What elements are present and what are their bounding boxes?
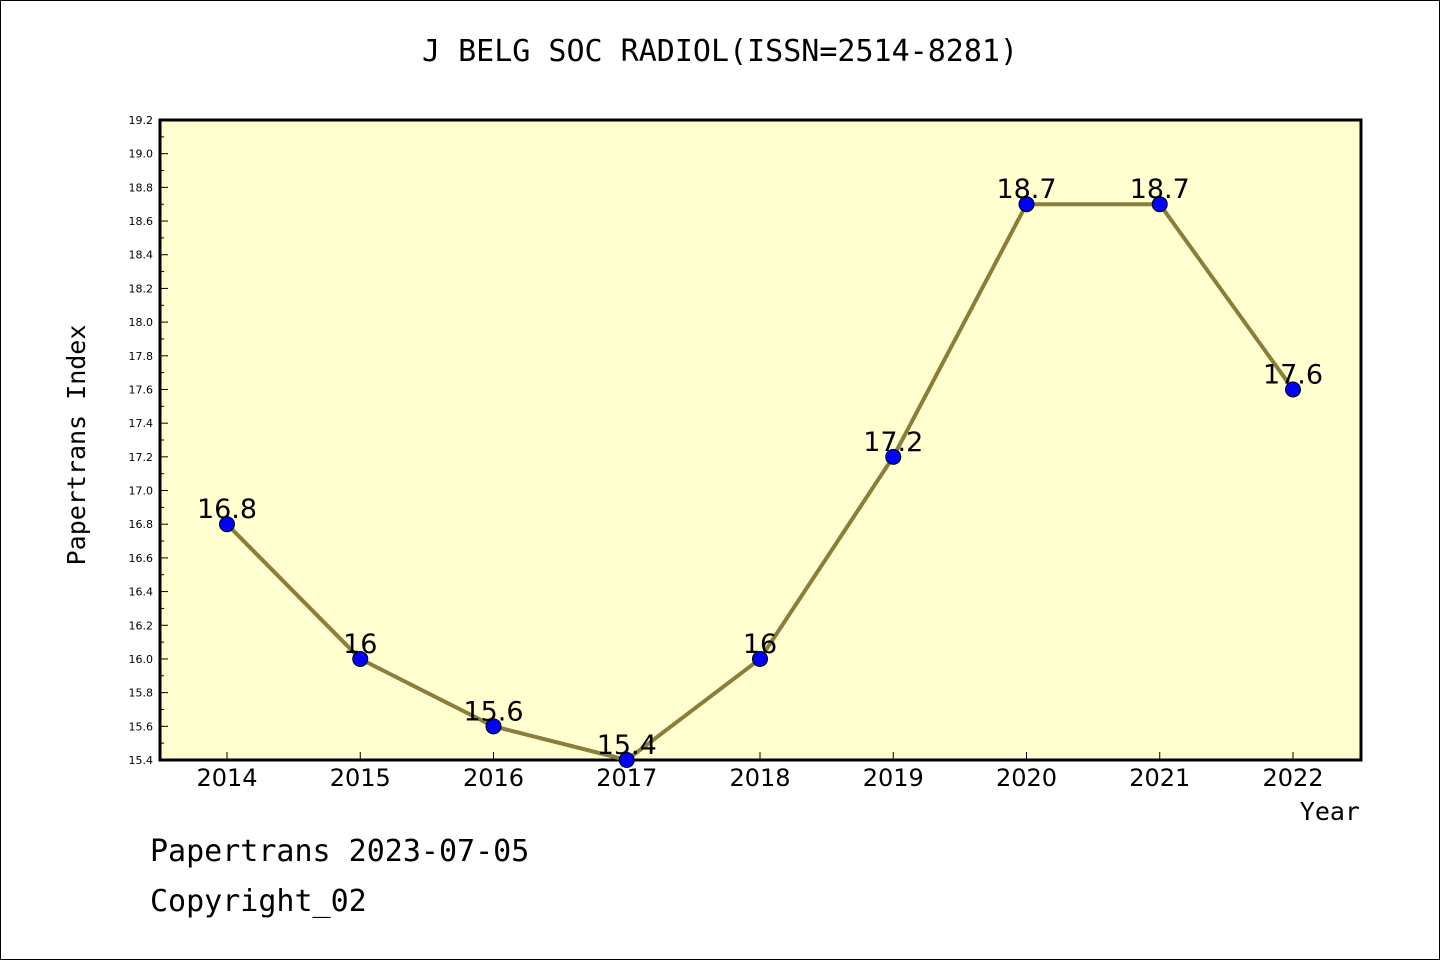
data-label: 18.7 xyxy=(1130,174,1190,205)
x-tick-label: 2018 xyxy=(729,764,790,792)
y-tick-label: 19.0 xyxy=(129,148,154,161)
data-label: 15.4 xyxy=(597,730,657,761)
y-tick-label: 16.2 xyxy=(129,619,154,632)
y-tick-label: 17.2 xyxy=(129,451,154,464)
data-label: 15.6 xyxy=(463,696,523,727)
y-axis-label: Papertrans Index xyxy=(62,325,91,566)
data-label: 16 xyxy=(343,629,377,660)
x-axis-label: Year xyxy=(1300,797,1360,826)
y-tick-label: 16.6 xyxy=(129,552,154,565)
y-tick-label: 17.6 xyxy=(129,383,154,396)
data-point xyxy=(885,448,902,465)
y-tick-label: 18.0 xyxy=(129,316,154,329)
footer-copyright: Copyright_02 xyxy=(150,884,367,919)
data-label: 18.7 xyxy=(996,174,1056,205)
footer-date: Papertrans 2023-07-05 xyxy=(150,834,530,869)
y-tick-label: 16.8 xyxy=(129,518,154,531)
y-tick-label: 17.8 xyxy=(129,350,154,363)
data-point xyxy=(1151,196,1168,213)
data-point xyxy=(219,516,235,533)
y-tick-label: 15.4 xyxy=(129,754,154,767)
x-tick-label: 2019 xyxy=(863,764,924,792)
y-tick-label: 16.0 xyxy=(129,653,154,666)
y-tick-label: 17.0 xyxy=(129,485,154,498)
data-point xyxy=(752,650,768,667)
y-tick-label: 17.4 xyxy=(129,417,154,430)
x-tick-label: 2014 xyxy=(196,764,257,792)
y-tick-label: 18.2 xyxy=(129,282,154,295)
data-label: 17.2 xyxy=(863,427,923,458)
plot-border xyxy=(158,118,1363,762)
x-tick-label: 2016 xyxy=(463,764,524,792)
y-tick-label: 15.8 xyxy=(129,687,154,700)
x-tick-label: 2021 xyxy=(1129,764,1190,792)
data-label: 17.6 xyxy=(1263,359,1323,390)
x-tick-label: 2022 xyxy=(1262,764,1323,792)
chart-title: J BELG SOC RADIOL(ISSN=2514-8281) xyxy=(421,34,1019,69)
y-tick-label: 16.4 xyxy=(129,586,154,599)
data-point xyxy=(352,650,369,667)
data-point xyxy=(485,718,502,735)
y-tick-label: 18.8 xyxy=(129,181,154,194)
data-label: 16 xyxy=(743,629,777,660)
data-point xyxy=(1285,381,1301,398)
y-tick-label: 18.4 xyxy=(129,249,154,262)
data-point xyxy=(618,752,635,768)
x-tick-label: 2017 xyxy=(596,764,657,792)
y-tick-label: 19.2 xyxy=(129,114,154,127)
x-tick-label: 2015 xyxy=(330,764,391,792)
y-tick-label: 15.6 xyxy=(129,720,154,733)
data-label: 16.8 xyxy=(197,494,257,525)
data-point xyxy=(1018,196,1035,213)
x-tick-label: 2020 xyxy=(996,764,1057,792)
y-tick-label: 18.6 xyxy=(129,215,154,228)
